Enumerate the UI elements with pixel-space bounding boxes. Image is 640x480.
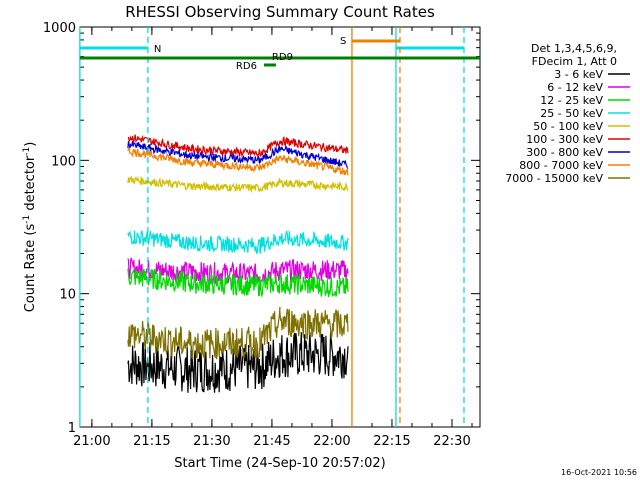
y-tick-label: 100 bbox=[51, 154, 76, 169]
series-line-3 bbox=[127, 230, 349, 255]
legend: Det 1,3,4,5,6,9,FDecim 1, Att 03 - 6 keV… bbox=[505, 42, 630, 185]
legend-entry-label: 100 - 300 keV bbox=[526, 133, 603, 146]
series-line-1 bbox=[127, 257, 349, 285]
legend-entry-label: 300 - 800 keV bbox=[526, 146, 603, 159]
series-line-6 bbox=[127, 140, 349, 170]
legend-entry-label: 800 - 7000 keV bbox=[519, 159, 603, 172]
legend-entry-label: 6 - 12 keV bbox=[547, 81, 603, 94]
rd9-label: RD9 bbox=[272, 52, 293, 63]
x-tick-label: 21:45 bbox=[253, 434, 290, 449]
x-axis-label: Start Time (24-Sep-10 20:57:02) bbox=[174, 456, 385, 471]
saa-label: S bbox=[340, 36, 346, 47]
y-tick-label: 1 bbox=[68, 421, 76, 436]
y-tick-label: 10 bbox=[59, 288, 76, 303]
plot-area: 1 10 100 1000 21:00 21:15 21:30 21:45 22:00 22:1… bbox=[43, 21, 481, 449]
series-line-8 bbox=[127, 306, 349, 360]
y-tick-label: 1000 bbox=[43, 21, 76, 36]
legend-header: Det 1,3,4,5,6,9, bbox=[531, 42, 617, 55]
legend-entry-label: 7000 - 15000 keV bbox=[505, 172, 603, 185]
timestamp: 16-Oct-2021 10:56 bbox=[561, 468, 637, 477]
legend-entry-label: 50 - 100 keV bbox=[533, 120, 603, 133]
legend-entry-label: 12 - 25 keV bbox=[540, 94, 603, 107]
night-label: N bbox=[154, 44, 161, 55]
series-line-0 bbox=[127, 331, 349, 393]
x-tick-label: 22:30 bbox=[433, 434, 470, 449]
series-line-2 bbox=[127, 268, 349, 299]
x-tick-label: 21:00 bbox=[73, 434, 110, 449]
x-tick-label: 21:30 bbox=[193, 434, 230, 449]
series-line-4 bbox=[127, 175, 349, 194]
y-axis-label: Count Rate (s-1 detector-1) bbox=[22, 142, 38, 313]
x-tick-label: 22:15 bbox=[373, 434, 410, 449]
legend-entry-label: 25 - 50 keV bbox=[540, 107, 603, 120]
chart-title: RHESSI Observing Summary Count Rates bbox=[125, 3, 435, 21]
x-tick-label: 22:00 bbox=[313, 434, 350, 449]
legend-header: FDecim 1, Att 0 bbox=[532, 55, 617, 68]
series-line-5 bbox=[127, 134, 349, 158]
series-line-7 bbox=[127, 147, 349, 176]
x-tick-label: 21:15 bbox=[133, 434, 170, 449]
legend-entry-label: 3 - 6 keV bbox=[554, 68, 603, 81]
rd6-label: RD6 bbox=[236, 61, 257, 72]
